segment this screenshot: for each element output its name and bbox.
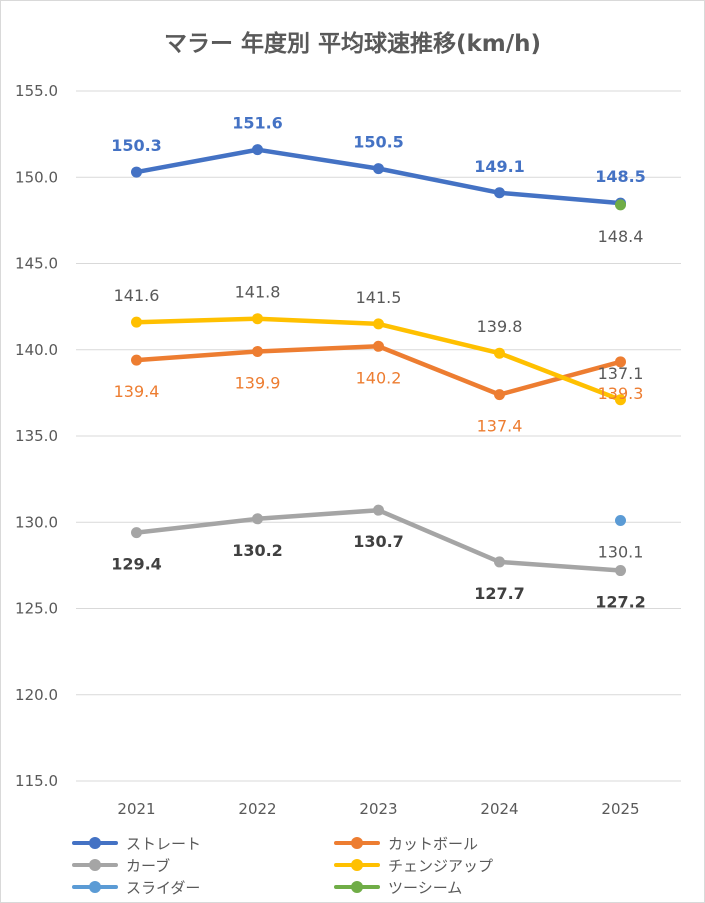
data-point bbox=[494, 187, 505, 199]
data-label: 137.1 bbox=[598, 364, 644, 383]
data-label: 139.4 bbox=[114, 382, 160, 401]
legend-marker bbox=[89, 881, 101, 893]
data-point bbox=[131, 316, 142, 328]
legend-label: チェンジアップ bbox=[388, 856, 494, 875]
data-label: 139.9 bbox=[235, 373, 281, 392]
legend-marker bbox=[351, 859, 363, 871]
legend-label: スライダー bbox=[126, 878, 201, 897]
data-point bbox=[373, 504, 384, 516]
data-label: 141.6 bbox=[114, 286, 160, 305]
y-tick-label: 125.0 bbox=[15, 600, 58, 618]
data-point bbox=[615, 199, 626, 211]
data-label: 150.5 bbox=[353, 133, 404, 152]
legend-item: チェンジアップ bbox=[332, 854, 552, 876]
legend-item: ストレート bbox=[70, 832, 332, 854]
legend-swatch bbox=[332, 836, 382, 850]
data-point bbox=[373, 340, 384, 352]
data-label: 139.3 bbox=[598, 384, 644, 403]
y-tick-label: 135.0 bbox=[15, 427, 58, 445]
y-tick-label: 140.0 bbox=[15, 341, 58, 359]
data-label: 139.8 bbox=[477, 317, 523, 336]
y-tick-label: 115.0 bbox=[15, 772, 58, 790]
legend-marker bbox=[89, 837, 101, 849]
data-label: 130.7 bbox=[353, 532, 404, 551]
data-label: 129.4 bbox=[111, 555, 162, 574]
data-label: 141.8 bbox=[235, 283, 281, 302]
data-point bbox=[252, 144, 263, 156]
legend-label: ストレート bbox=[126, 834, 202, 853]
data-label: 127.2 bbox=[595, 593, 646, 612]
data-label: 150.3 bbox=[111, 136, 162, 155]
data-label: 148.4 bbox=[598, 227, 644, 246]
x-tick-label: 2024 bbox=[480, 800, 518, 818]
data-point bbox=[252, 345, 263, 357]
legend-swatch bbox=[332, 858, 382, 872]
legend-swatch bbox=[70, 880, 120, 894]
x-tick-label: 2025 bbox=[601, 800, 639, 818]
data-point bbox=[615, 356, 626, 368]
data-label: 151.6 bbox=[232, 114, 283, 133]
legend: ストレート カットボールカーブ チェンジアップスライダー ツーシーム bbox=[70, 832, 550, 898]
data-point bbox=[373, 163, 384, 175]
data-point bbox=[252, 313, 263, 325]
legend-item: スライダー bbox=[70, 876, 332, 898]
series-line bbox=[134, 316, 623, 403]
legend-marker bbox=[351, 881, 363, 893]
legend-marker bbox=[351, 837, 363, 849]
data-label: 130.1 bbox=[598, 543, 644, 562]
data-point bbox=[131, 354, 142, 366]
data-point bbox=[494, 347, 505, 359]
series-line bbox=[134, 147, 623, 206]
data-label: 148.5 bbox=[595, 167, 646, 186]
data-label: 141.5 bbox=[356, 288, 402, 307]
y-tick-label: 145.0 bbox=[15, 255, 58, 273]
y-tick-label: 155.0 bbox=[15, 82, 58, 100]
x-tick-label: 2021 bbox=[117, 800, 155, 818]
data-label: 130.2 bbox=[232, 541, 283, 560]
data-point bbox=[615, 394, 626, 406]
legend-swatch bbox=[70, 858, 120, 872]
data-point bbox=[615, 565, 626, 577]
x-tick-label: 2022 bbox=[238, 800, 276, 818]
data-point bbox=[131, 527, 142, 539]
data-point bbox=[131, 166, 142, 178]
legend-label: カットボール bbox=[388, 834, 479, 853]
legend-item: ツーシーム bbox=[332, 876, 552, 898]
legend-item: カットボール bbox=[332, 832, 552, 854]
data-point bbox=[373, 318, 384, 330]
data-point bbox=[494, 556, 505, 568]
data-point bbox=[252, 513, 263, 525]
y-tick-label: 120.0 bbox=[15, 686, 58, 704]
y-tick-label: 130.0 bbox=[15, 513, 58, 531]
data-point bbox=[494, 389, 505, 401]
legend-marker bbox=[89, 859, 101, 871]
y-tick-label: 150.0 bbox=[15, 168, 58, 186]
legend-item: カーブ bbox=[70, 854, 332, 876]
legend-swatch bbox=[332, 880, 382, 894]
chart-title: マラー 年度別 平均球速推移(km/h) bbox=[163, 31, 542, 57]
legend-label: カーブ bbox=[126, 856, 171, 875]
data-label: 127.7 bbox=[474, 584, 525, 603]
data-point bbox=[615, 515, 626, 527]
data-label: 137.4 bbox=[477, 417, 523, 436]
legend-swatch bbox=[70, 836, 120, 850]
data-label: 140.2 bbox=[356, 368, 402, 387]
x-tick-label: 2023 bbox=[359, 800, 397, 818]
data-label: 149.1 bbox=[474, 157, 525, 176]
legend-label: ツーシーム bbox=[388, 878, 463, 897]
